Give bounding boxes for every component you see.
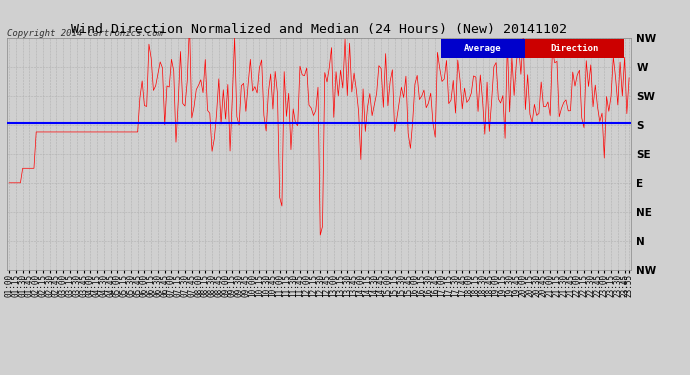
Text: Copyright 2014 Cartronics.com: Copyright 2014 Cartronics.com (7, 28, 163, 38)
Text: Average: Average (464, 44, 502, 53)
Text: Direction: Direction (551, 44, 599, 53)
Bar (441, 39, 525, 58)
Bar (525, 39, 624, 58)
Title: Wind Direction Normalized and Median (24 Hours) (New) 20141102: Wind Direction Normalized and Median (24… (71, 23, 567, 36)
